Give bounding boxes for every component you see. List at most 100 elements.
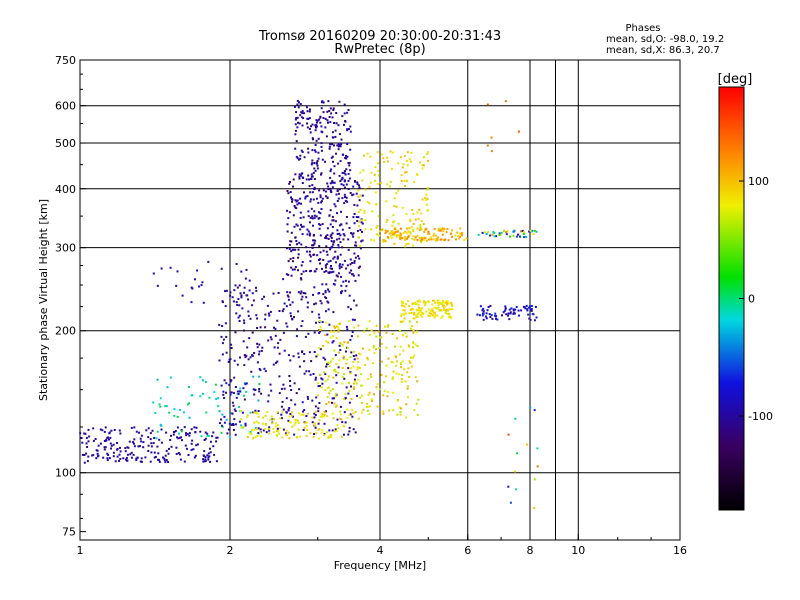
data-point (290, 414, 293, 417)
data-point (311, 215, 314, 218)
data-point (397, 189, 400, 192)
data-point (188, 432, 191, 435)
data-point (238, 314, 241, 317)
data-point (252, 388, 255, 391)
data-point (349, 125, 352, 128)
data-point (297, 428, 300, 431)
data-point (345, 325, 348, 328)
data-point (440, 317, 443, 319)
data-point (142, 446, 145, 449)
data-point (232, 404, 235, 407)
data-point (195, 444, 198, 447)
data-point (417, 303, 420, 306)
data-point (340, 183, 343, 186)
data-point (344, 173, 347, 176)
data-point (337, 272, 340, 275)
data-point (327, 260, 330, 263)
data-point (384, 325, 386, 328)
data-point (509, 311, 512, 314)
data-point (328, 116, 331, 118)
data-point (323, 415, 326, 418)
data-point (532, 233, 535, 236)
data-point (267, 394, 270, 397)
data-point (383, 161, 386, 163)
data-point (529, 305, 531, 308)
data-point (481, 309, 484, 312)
data-point (94, 438, 97, 440)
data-point (334, 129, 337, 132)
data-point (351, 262, 354, 264)
data-point (445, 231, 448, 234)
data-point (305, 435, 308, 437)
data-point (533, 409, 536, 412)
data-point (329, 223, 332, 226)
data-point (316, 254, 319, 257)
data-point (343, 202, 346, 205)
data-point (239, 390, 241, 393)
data-point (319, 224, 322, 227)
data-point (233, 418, 236, 421)
data-point (306, 228, 309, 231)
data-point (274, 425, 277, 428)
data-point (487, 231, 490, 234)
data-point (373, 332, 376, 335)
data-point (441, 233, 444, 236)
data-point (321, 197, 324, 200)
data-point (342, 424, 345, 427)
data-point (204, 380, 207, 383)
data-point (296, 116, 299, 119)
data-point (229, 294, 232, 297)
data-point (352, 232, 355, 235)
data-point (411, 237, 414, 240)
data-point (277, 342, 280, 345)
data-point (408, 376, 411, 378)
data-point (228, 383, 231, 386)
data-point (535, 316, 538, 319)
data-point (332, 376, 335, 379)
data-point (343, 170, 346, 172)
data-point (343, 112, 346, 115)
data-point (391, 224, 394, 227)
data-point (225, 351, 228, 354)
data-point (313, 178, 316, 180)
data-point (299, 435, 302, 438)
data-point (301, 295, 304, 298)
data-point (362, 347, 364, 350)
data-point (245, 390, 248, 393)
data-point (295, 200, 298, 203)
data-point (140, 457, 143, 460)
data-point (314, 302, 317, 305)
data-point (272, 431, 275, 434)
data-point (311, 399, 314, 402)
data-point (295, 335, 298, 338)
data-point (260, 392, 263, 395)
data-point (327, 185, 330, 188)
data-point (306, 110, 309, 113)
data-point (490, 314, 493, 317)
data-point (92, 454, 95, 457)
data-point (237, 392, 240, 395)
data-point (268, 428, 271, 431)
data-point (341, 290, 344, 293)
data-point (302, 292, 305, 294)
data-point (285, 273, 288, 276)
data-point (319, 262, 321, 265)
data-point (311, 162, 314, 165)
data-point (310, 125, 312, 128)
data-point (340, 436, 343, 438)
data-point (341, 343, 344, 346)
data-point (344, 120, 347, 122)
data-point (394, 228, 397, 231)
data-point (118, 453, 121, 456)
data-point (273, 418, 275, 421)
data-point (379, 181, 382, 184)
data-point (406, 232, 409, 235)
data-point (406, 371, 409, 374)
data-point (366, 358, 369, 361)
data-point (281, 411, 284, 414)
data-point (359, 171, 362, 174)
data-point (260, 349, 263, 352)
data-point (445, 302, 448, 305)
data-point (358, 186, 361, 189)
data-point (252, 299, 255, 302)
